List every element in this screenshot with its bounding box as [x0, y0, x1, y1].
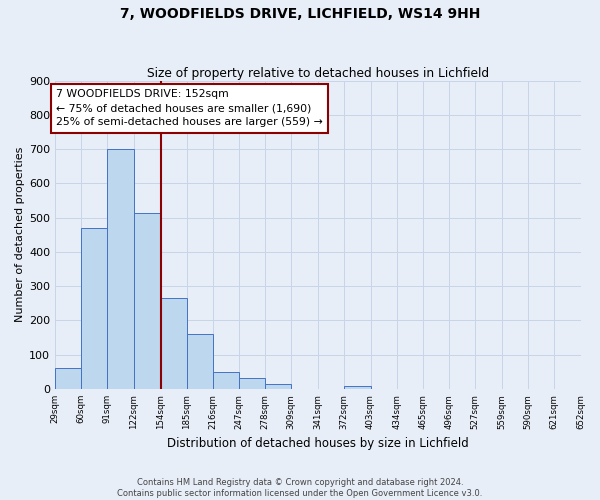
Bar — [134, 212, 161, 389]
Bar — [344, 386, 371, 389]
Text: Contains HM Land Registry data © Crown copyright and database right 2024.
Contai: Contains HM Land Registry data © Crown c… — [118, 478, 482, 498]
Bar — [107, 149, 134, 389]
Y-axis label: Number of detached properties: Number of detached properties — [15, 147, 25, 322]
Bar — [265, 384, 291, 389]
Bar — [213, 372, 239, 389]
Text: 7 WOODFIELDS DRIVE: 152sqm
← 75% of detached houses are smaller (1,690)
25% of s: 7 WOODFIELDS DRIVE: 152sqm ← 75% of deta… — [56, 89, 323, 127]
Bar — [239, 378, 265, 389]
Bar — [55, 368, 81, 389]
Text: 7, WOODFIELDS DRIVE, LICHFIELD, WS14 9HH: 7, WOODFIELDS DRIVE, LICHFIELD, WS14 9HH — [120, 8, 480, 22]
Bar — [161, 298, 187, 389]
Bar — [187, 334, 213, 389]
Title: Size of property relative to detached houses in Lichfield: Size of property relative to detached ho… — [147, 66, 489, 80]
Bar — [81, 228, 107, 389]
X-axis label: Distribution of detached houses by size in Lichfield: Distribution of detached houses by size … — [167, 437, 469, 450]
